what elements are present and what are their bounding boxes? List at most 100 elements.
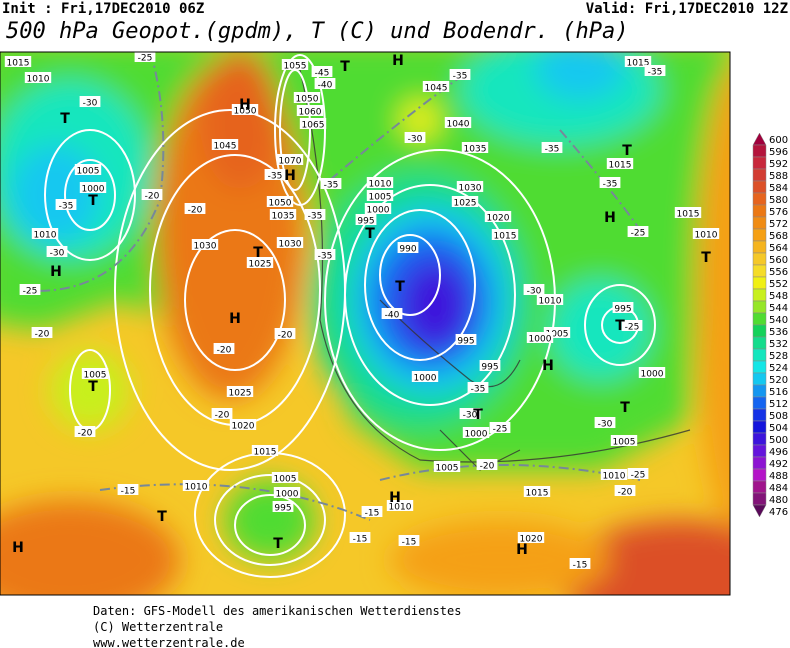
isobar-label: 1010	[185, 483, 208, 493]
colorbar-label: 600	[769, 135, 788, 146]
colorbar-segment	[752, 360, 767, 374]
isobar-label-box	[411, 371, 439, 382]
isobar-label-box	[273, 487, 301, 498]
isobar-label-box	[211, 139, 239, 150]
temperature-label-box	[55, 199, 77, 210]
colorbar-segment	[752, 372, 767, 386]
isobar-label: 1010	[27, 75, 50, 85]
isobar-label-box	[422, 81, 450, 92]
pressure-center: T	[273, 536, 283, 552]
isobar-label-box	[692, 228, 720, 239]
colorbar-segment	[752, 240, 767, 254]
isobar-label-box	[433, 461, 461, 472]
temperature-label: -45	[315, 69, 330, 79]
isobar-label-box	[299, 118, 327, 129]
temperature-label: -30	[50, 249, 65, 259]
isobar-label-box	[491, 229, 519, 240]
temperature-label: -30	[83, 99, 98, 109]
isobar-label: 1015	[609, 161, 632, 171]
isobar-label-box	[451, 196, 479, 207]
footer-line: www.wetterzentrale.de	[93, 636, 245, 648]
colorbar-label: 596	[769, 147, 788, 158]
temperature-label: -20	[78, 429, 93, 439]
isobar-label: 1015	[254, 448, 277, 458]
colorbar-label: 512	[769, 399, 788, 410]
colorbar-label: 576	[769, 207, 788, 218]
isobar-label: 1005	[369, 193, 392, 203]
colorbar-label: 540	[769, 315, 788, 326]
temperature-label: -35	[453, 72, 468, 82]
temperature-label-box	[349, 532, 371, 543]
isobar-label-box	[600, 469, 628, 480]
colorbar-segment	[752, 312, 767, 326]
temperature-label-box	[644, 65, 666, 76]
pressure-center: H	[50, 264, 62, 280]
isobar-label-box	[293, 92, 321, 103]
pressure-center: H	[239, 97, 251, 113]
isobar-label: 1070	[279, 157, 302, 167]
pressure-center: T	[157, 509, 167, 525]
temperature-label-box	[311, 66, 333, 77]
temperature-label: -20	[215, 411, 230, 421]
temperature-label: -15	[573, 561, 588, 571]
isobar-label: 1045	[214, 142, 237, 152]
temperature-label-box	[489, 422, 511, 433]
pressure-center: H	[604, 210, 616, 226]
isobar-label: 1045	[425, 84, 448, 94]
temperature-label: -15	[353, 535, 368, 545]
temperature-label-box	[569, 558, 591, 569]
temperature-label: -25	[138, 54, 153, 64]
colorbar-segment	[752, 384, 767, 398]
temperature-label: -15	[365, 509, 380, 519]
isobar-label-box	[81, 368, 109, 379]
temperature-label-box	[74, 426, 96, 437]
isobar-label: 1010	[539, 297, 562, 307]
colorbar-label: 484	[769, 483, 788, 494]
temperature-label-box	[621, 320, 643, 331]
colorbar-label: 532	[769, 339, 788, 350]
temperature-label-box	[398, 535, 420, 546]
isobar-label-box	[455, 334, 477, 345]
isobar-label-box	[24, 72, 52, 83]
colorbar-segment	[752, 204, 767, 218]
isobar-label: 1025	[454, 199, 477, 209]
temperature-label-box	[304, 209, 326, 220]
colorbar-segment	[752, 168, 767, 182]
pressure-center: T	[253, 245, 263, 261]
temperature-label: -25	[631, 471, 646, 481]
pressure-center: T	[620, 400, 630, 416]
isobar-label-box	[523, 486, 551, 497]
isobar-label: 995	[274, 504, 291, 514]
isobar-label-box	[366, 190, 394, 201]
temperature-label: -40	[385, 311, 400, 321]
isobar-label-box	[462, 427, 490, 438]
temperature-label: -35	[268, 172, 283, 182]
isobar-label: 1000	[529, 335, 552, 345]
temperature-label: -40	[318, 81, 333, 91]
temperature-label: -30	[527, 287, 542, 297]
colorbar-segment	[752, 336, 767, 350]
isobar-label-box	[526, 332, 554, 343]
colorbar-segment	[752, 504, 767, 518]
colorbar-segment	[752, 444, 767, 458]
colorbar-label: 504	[769, 423, 788, 434]
isobar-label: 995	[457, 337, 474, 347]
isobar-label: 995	[357, 217, 374, 227]
colorbar-label: 476	[769, 507, 788, 518]
temperature-label: -35	[308, 212, 323, 222]
isobar-label: 1050	[234, 107, 257, 117]
pressure-center: T	[88, 193, 98, 209]
pressure-center: T	[701, 250, 711, 266]
pressure-center: T	[60, 111, 70, 127]
isobar-label-box	[517, 532, 545, 543]
isobar-label-box	[191, 239, 219, 250]
temperature-label-box	[599, 177, 621, 188]
isobar-label: 1005	[613, 438, 636, 448]
colorbar-segment	[752, 468, 767, 482]
colorbar-segment	[752, 420, 767, 434]
pressure-center: H	[229, 311, 241, 327]
colorbar-segment	[752, 432, 767, 446]
colorbar-segment	[752, 228, 767, 242]
isobar-label-box	[269, 209, 297, 220]
isobar-label-box	[31, 228, 59, 239]
